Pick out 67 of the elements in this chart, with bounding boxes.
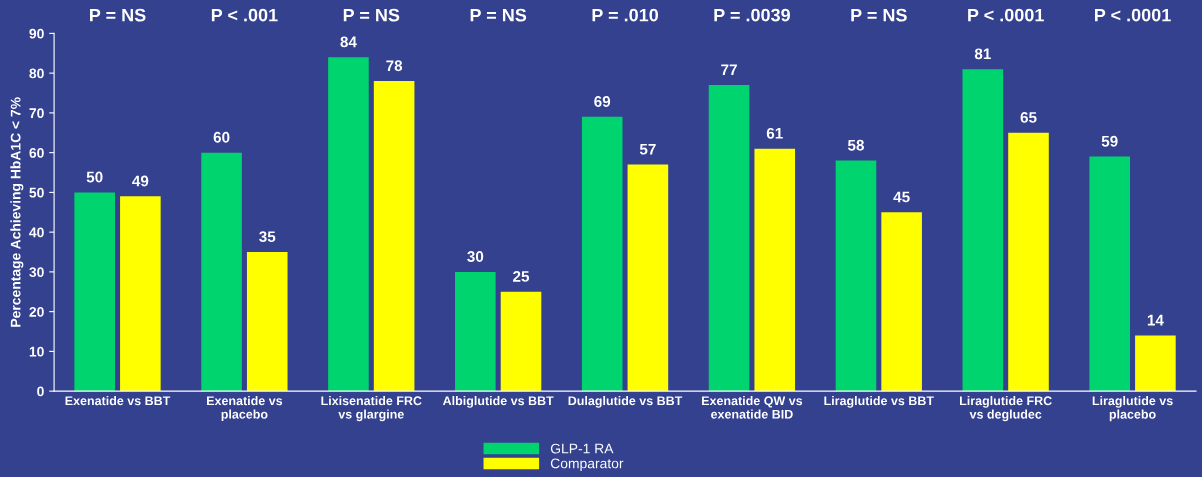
y-tick-label: 50 [29, 187, 44, 198]
bar [627, 164, 669, 392]
text: P = NS [470, 8, 527, 22]
bar [455, 271, 496, 392]
x-tick-label: Dulaglutide vs BBT [568, 396, 683, 408]
y-tick-label: 90 [29, 28, 44, 39]
data-label: 69 [594, 96, 611, 107]
y-tick-label: 60 [29, 147, 44, 158]
data-label: 84 [340, 36, 357, 48]
data-label: 59 [1101, 135, 1118, 147]
x-tick-label: Liraglutide vs BBT [824, 396, 934, 408]
x-tick-label: Exenatide QW vs exenatide BID [702, 396, 803, 419]
bar [373, 81, 415, 392]
text: P = .0039 [714, 8, 790, 22]
bar [835, 160, 877, 392]
data-label: 65 [1020, 111, 1037, 123]
data-label: 45 [893, 191, 910, 203]
x-tick-label: Liraglutide FRC vs degludec [959, 396, 1052, 422]
x-tick-label: Albiglutide vs BBT [442, 396, 554, 408]
text: P = NS [851, 8, 907, 22]
data-label: 78 [386, 60, 403, 72]
data-label: 50 [86, 171, 103, 183]
bar [754, 148, 796, 392]
bar [708, 85, 750, 392]
bar [881, 212, 922, 392]
y-tick-label: 0 [37, 386, 44, 397]
x-tick-label: Exenatide vs BBT [65, 396, 171, 406]
data-label: 61 [766, 127, 783, 139]
x-tick-label: Lixisenatide FRC vs glargine [321, 396, 422, 422]
bar [1008, 132, 1049, 392]
legend-label: Comparator [550, 458, 624, 472]
bar [1089, 156, 1131, 392]
bar [246, 252, 288, 392]
data-label: 57 [639, 143, 656, 155]
y-tick-label: 80 [29, 68, 44, 79]
text: P < .0001 [1095, 8, 1171, 22]
x-tick-label: Exenatide vs placebo [207, 396, 283, 422]
data-label: 77 [721, 64, 737, 75]
y-tick-label: 40 [29, 227, 44, 238]
data-label: 60 [213, 131, 230, 143]
data-label: 49 [132, 175, 149, 187]
legend-label: GLP-1 RA [550, 443, 614, 454]
y-tick-label: 70 [29, 108, 44, 119]
x-tick-label: Liraglutide vs placebo [1092, 396, 1173, 422]
y-tick-label: 30 [29, 267, 44, 278]
text: P < .001 [211, 8, 278, 22]
data-label: 14 [1147, 314, 1164, 326]
bar [500, 291, 542, 392]
text: P = .010 [592, 8, 659, 22]
data-label: 81 [974, 48, 991, 60]
y-tick-label: 20 [29, 306, 44, 317]
text: P = NS [343, 8, 400, 22]
y-axis-title: Percentage Achieving HbA1C < 7% [10, 97, 24, 327]
data-label: 58 [847, 139, 864, 151]
bar [201, 152, 242, 392]
bar [74, 192, 115, 392]
bar [581, 116, 623, 392]
y-tick-label: 10 [29, 346, 44, 357]
data-label: 35 [259, 231, 276, 243]
bar [962, 69, 1004, 392]
text: P < .0001 [968, 8, 1044, 22]
data-label: 25 [513, 270, 530, 282]
bar [328, 57, 369, 392]
bar [1135, 335, 1176, 392]
bar [120, 196, 161, 392]
data-label: 30 [467, 251, 484, 262]
text: P = NS [90, 8, 146, 22]
